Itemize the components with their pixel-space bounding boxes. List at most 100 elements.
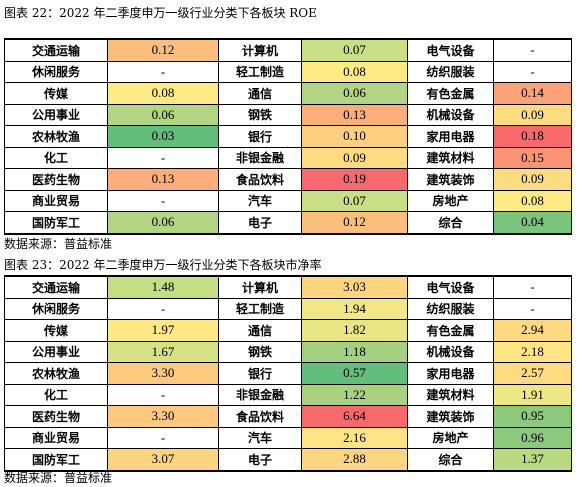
sector-label: 钢铁 [219, 104, 302, 126]
sector-value: 3.30 [108, 406, 219, 428]
sector-value: 0.95 [494, 406, 572, 428]
table2-source: 数据来源：普益标准 [4, 470, 112, 486]
sector-label: 银行 [219, 126, 302, 148]
sector-label: 医药生物 [5, 406, 108, 428]
sector-value: - [108, 61, 219, 83]
sector-value: 3.03 [302, 276, 408, 298]
sector-label: 钢铁 [219, 341, 302, 363]
sector-value: 0.18 [494, 126, 572, 148]
sector-label: 传媒 [5, 83, 108, 105]
table1-source: 数据来源：普益标准 [4, 236, 112, 252]
sector-value: 2.57 [494, 363, 572, 385]
sector-label: 食品饮料 [219, 406, 302, 428]
sector-value: 0.96 [494, 427, 572, 449]
sector-label: 房地产 [408, 190, 494, 212]
sector-value: 0.14 [494, 83, 572, 105]
sector-label: 电气设备 [408, 276, 494, 298]
sector-label: 机械设备 [408, 341, 494, 363]
sector-value: - [108, 384, 219, 406]
sector-label: 商业贸易 [5, 427, 108, 449]
pb-table: 交通运输 1.48 计算机 3.03 电气设备 - 休闲服务 - 轻工制造 1.94 纺织服装 - 传媒… [4, 275, 572, 472]
sector-value: - [108, 298, 219, 320]
table-row: 传媒 0.08 通信 0.06 有色金属 0.14 [5, 83, 572, 105]
sector-value: 0.06 [108, 212, 219, 234]
sector-value: 0.07 [302, 39, 408, 61]
sector-value: 1.67 [108, 341, 219, 363]
sector-value: 0.08 [494, 190, 572, 212]
sector-label: 家用电器 [408, 363, 494, 385]
sector-value: - [494, 298, 572, 320]
sector-label: 建筑装饰 [408, 406, 494, 428]
sector-label: 有色金属 [408, 83, 494, 105]
table-row: 农林牧渔 3.30 银行 0.57 家用电器 2.57 [5, 363, 572, 385]
sector-value: 0.10 [302, 126, 408, 148]
sector-label: 农林牧渔 [5, 363, 108, 385]
sector-value: 2.18 [494, 341, 572, 363]
sector-value: 0.19 [302, 169, 408, 191]
sector-label: 建筑装饰 [408, 169, 494, 191]
sector-label: 化工 [5, 384, 108, 406]
sector-label: 家用电器 [408, 126, 494, 148]
sector-value: 0.09 [494, 104, 572, 126]
sector-label: 国防军工 [5, 449, 108, 471]
sector-label: 食品饮料 [219, 169, 302, 191]
sector-label: 医药生物 [5, 169, 108, 191]
table-row: 化工 - 非银金融 1.22 建筑材料 1.91 [5, 384, 572, 406]
sector-label: 建筑材料 [408, 384, 494, 406]
sector-value: 0.08 [302, 61, 408, 83]
sector-label: 计算机 [219, 39, 302, 61]
table-row: 交通运输 0.12 计算机 0.07 电气设备 - [5, 39, 572, 61]
table-row: 公用事业 1.67 钢铁 1.18 机械设备 2.18 [5, 341, 572, 363]
sector-label: 纺织服装 [408, 298, 494, 320]
sector-label: 电子 [219, 449, 302, 471]
sector-value: 0.13 [302, 104, 408, 126]
sector-label: 银行 [219, 363, 302, 385]
sector-label: 公用事业 [5, 341, 108, 363]
sector-value: - [108, 147, 219, 169]
table-row: 商业贸易 - 汽车 2.16 房地产 0.96 [5, 427, 572, 449]
table-row: 化工 - 非银金融 0.09 建筑材料 0.15 [5, 147, 572, 169]
sector-value: 1.97 [108, 320, 219, 342]
table-row: 交通运输 1.48 计算机 3.03 电气设备 - [5, 276, 572, 298]
sector-label: 通信 [219, 320, 302, 342]
table-row: 休闲服务 - 轻工制造 0.08 纺织服装 - [5, 61, 572, 83]
sector-value: 0.08 [108, 83, 219, 105]
sector-value: 1.94 [302, 298, 408, 320]
sector-value: 0.09 [302, 147, 408, 169]
sector-value: - [494, 276, 572, 298]
sector-label: 汽车 [219, 427, 302, 449]
table-row: 公用事业 0.06 钢铁 0.13 机械设备 0.09 [5, 104, 572, 126]
sector-label: 轻工制造 [219, 298, 302, 320]
table-row: 休闲服务 - 轻工制造 1.94 纺织服装 - [5, 298, 572, 320]
sector-label: 电子 [219, 212, 302, 234]
sector-label: 综合 [408, 449, 494, 471]
table-row: 传媒 1.97 通信 1.82 有色金属 2.94 [5, 320, 572, 342]
sector-value: 1.18 [302, 341, 408, 363]
sector-value: 1.48 [108, 276, 219, 298]
sector-label: 非银金融 [219, 384, 302, 406]
sector-label: 有色金属 [408, 320, 494, 342]
sector-label: 通信 [219, 83, 302, 105]
sector-label: 农林牧渔 [5, 126, 108, 148]
sector-label: 房地产 [408, 427, 494, 449]
sector-value: 1.91 [494, 384, 572, 406]
sector-value: 0.03 [108, 126, 219, 148]
sector-value: 1.22 [302, 384, 408, 406]
sector-value: 2.88 [302, 449, 408, 471]
table-row: 商业贸易 - 汽车 0.07 房地产 0.08 [5, 190, 572, 212]
table-row: 国防军工 3.07 电子 2.88 综合 1.37 [5, 449, 572, 471]
sector-label: 交通运输 [5, 39, 108, 61]
table-row: 国防军工 0.06 电子 0.12 综合 0.04 [5, 212, 572, 234]
sector-value: 0.06 [108, 104, 219, 126]
table-row: 医药生物 0.13 食品饮料 0.19 建筑装饰 0.09 [5, 169, 572, 191]
sector-value: - [108, 427, 219, 449]
sector-label: 商业贸易 [5, 190, 108, 212]
sector-value: 0.07 [302, 190, 408, 212]
sector-label: 汽车 [219, 190, 302, 212]
sector-label: 计算机 [219, 276, 302, 298]
sector-label: 交通运输 [5, 276, 108, 298]
sector-label: 综合 [408, 212, 494, 234]
sector-value: - [494, 39, 572, 61]
sector-label: 纺织服装 [408, 61, 494, 83]
sector-label: 电气设备 [408, 39, 494, 61]
